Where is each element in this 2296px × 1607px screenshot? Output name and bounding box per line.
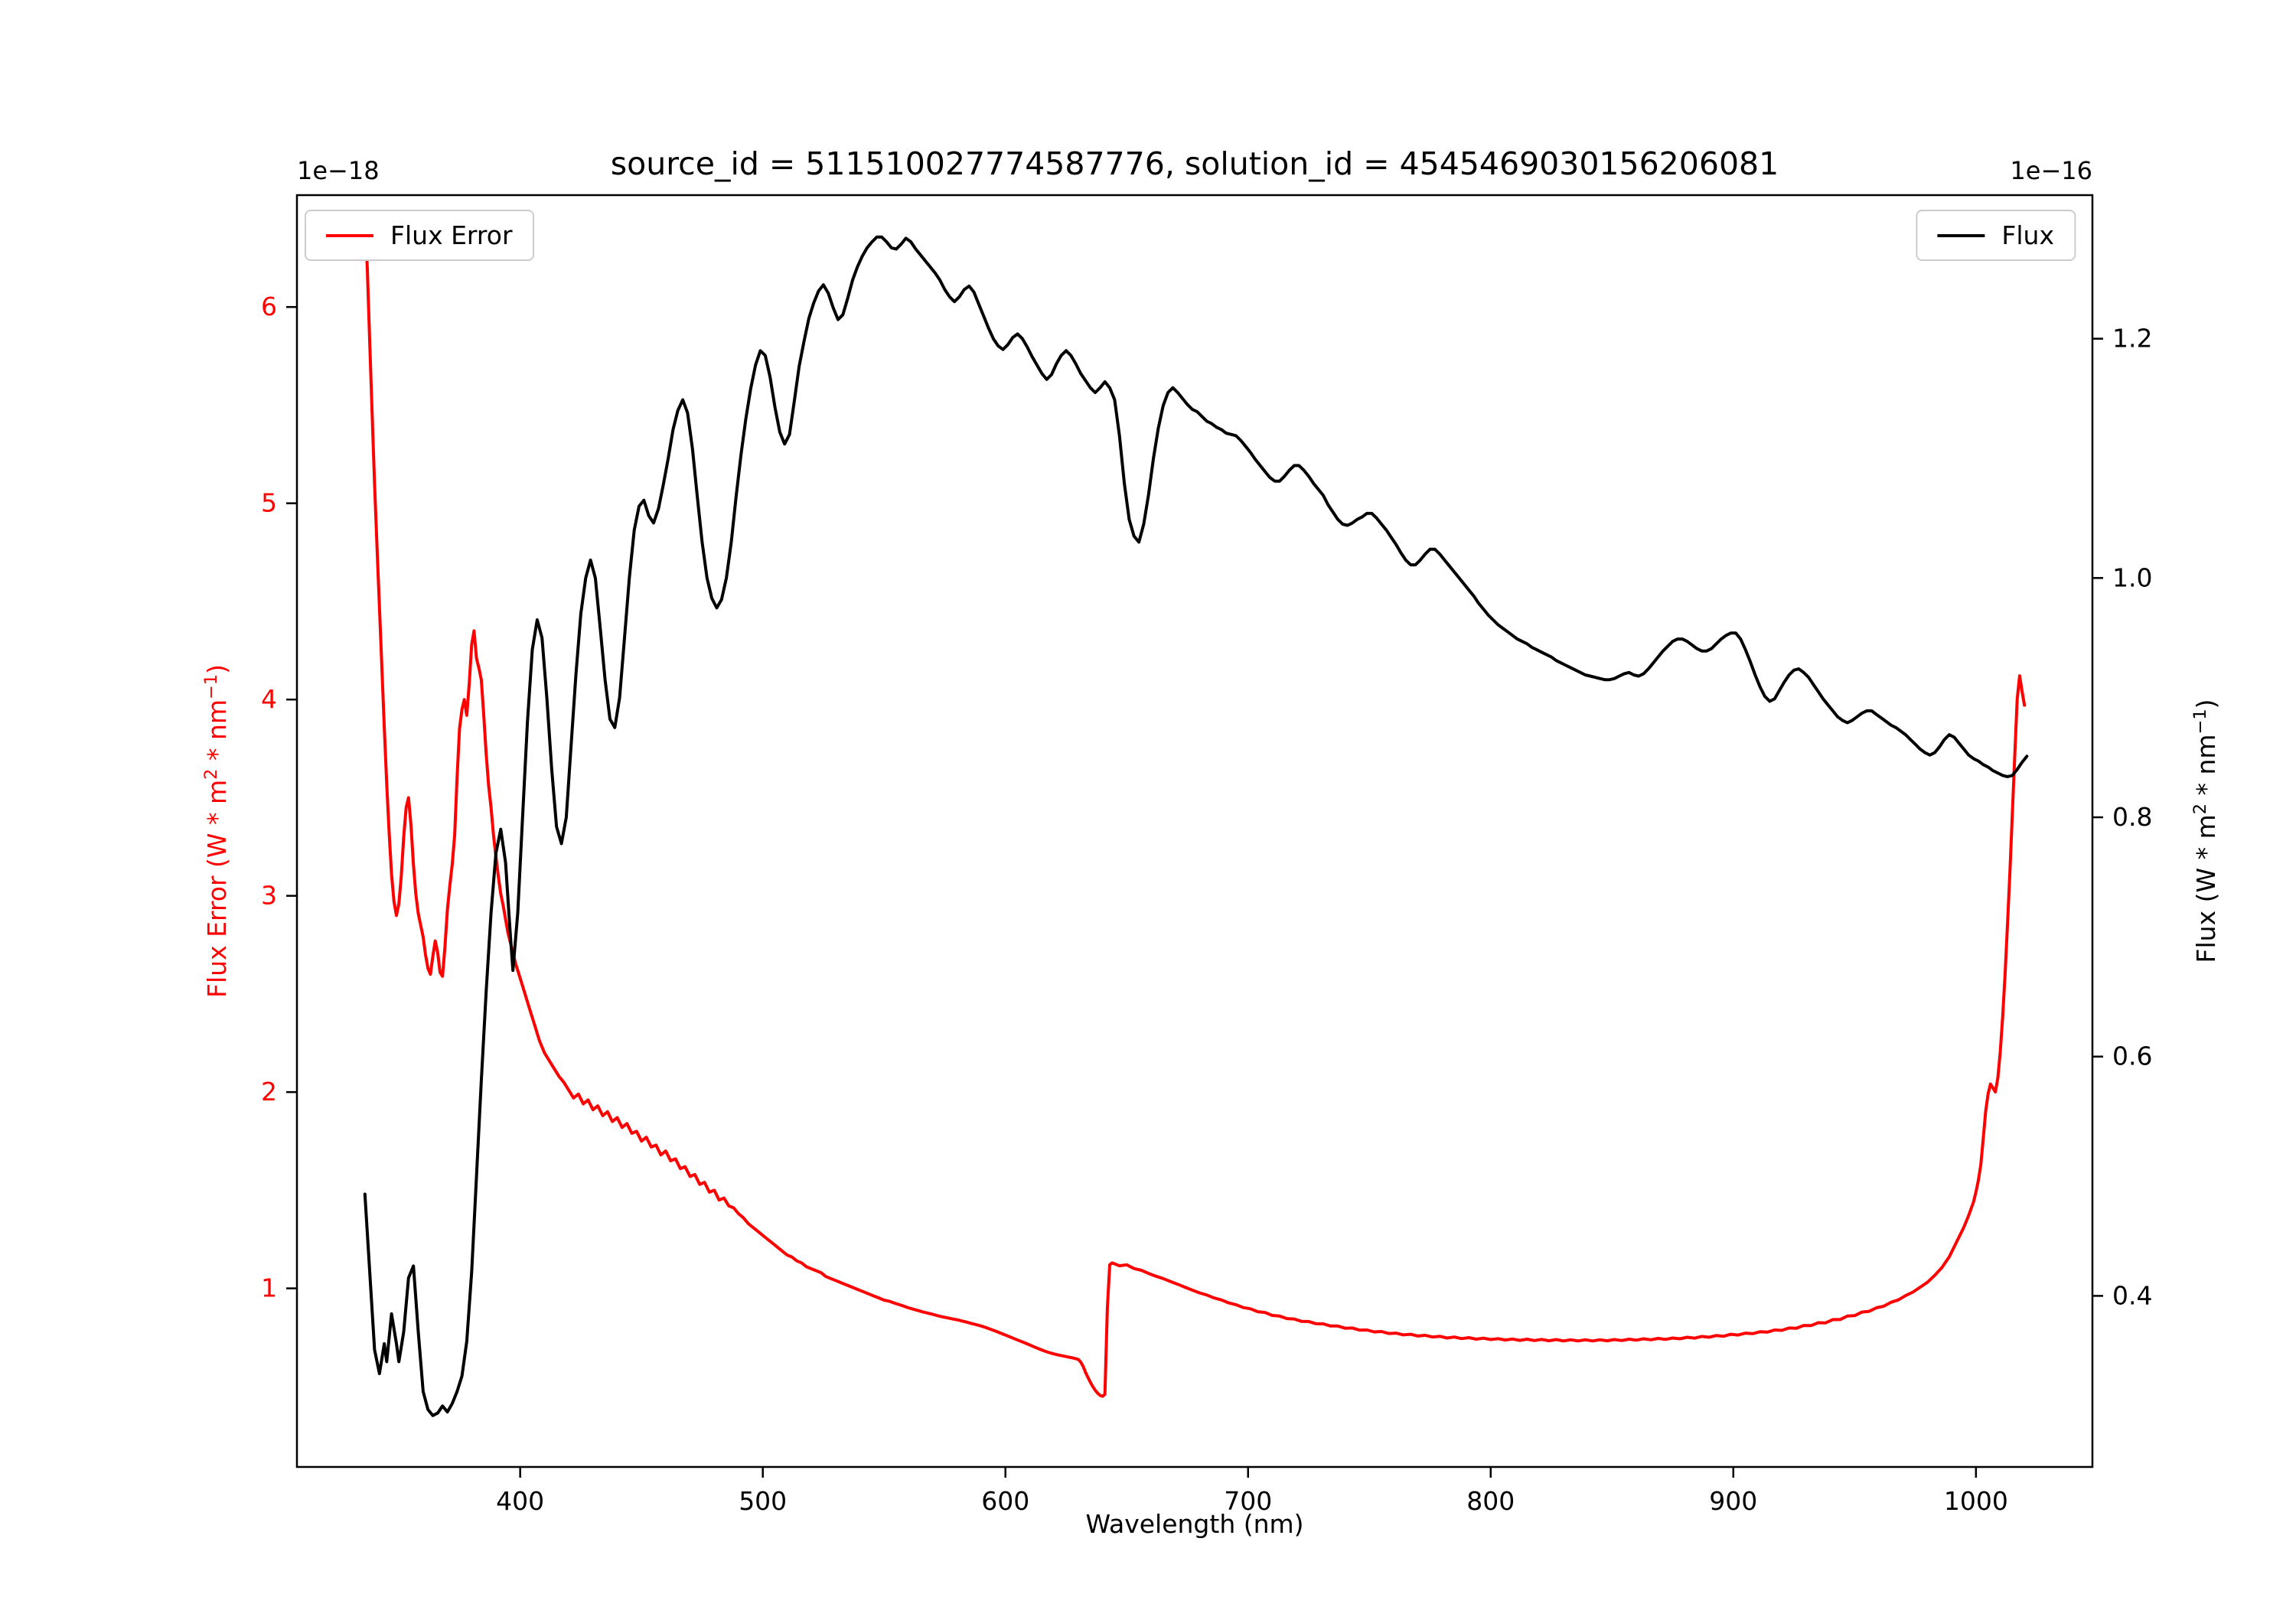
- left-axis-offset-text: 1e−18: [297, 156, 380, 185]
- plot-border: [295, 194, 2094, 1468]
- right-axis-offset-text: 1e−16: [2010, 156, 2092, 185]
- x-tick-label: 400: [496, 1486, 544, 1516]
- x-tick-label: 900: [1709, 1486, 1757, 1516]
- left-y-tick-label: 3: [261, 881, 277, 911]
- right-y-tick-label: 0.6: [2112, 1041, 2152, 1071]
- right-y-tick-label: 1.2: [2112, 324, 2152, 354]
- legend-flux: Flux: [1916, 210, 2076, 261]
- right-y-axis-label: Flux (W * m2 * nm−1): [2190, 699, 2221, 963]
- right-y-tick-label: 0.4: [2112, 1280, 2152, 1310]
- x-tick-label: 500: [739, 1486, 787, 1516]
- x-axis-label: Wavelength (nm): [1085, 1509, 1304, 1539]
- x-tick-label: 700: [1224, 1486, 1272, 1516]
- left-y-axis-label: Flux Error (W * m2 * nm−1): [201, 664, 232, 998]
- chart-title: source_id = 511510027774587776, solution…: [610, 145, 1779, 182]
- right-y-tick-label: 0.8: [2112, 802, 2152, 832]
- left-y-tick-label: 6: [261, 292, 277, 321]
- x-tick-label: 1000: [1944, 1486, 2008, 1516]
- legend-flux-error: Flux Error: [305, 210, 534, 261]
- left-y-tick-label: 4: [261, 684, 277, 714]
- left-y-tick-label: 2: [261, 1077, 277, 1107]
- x-tick-label: 600: [981, 1486, 1029, 1516]
- flux-line: [363, 235, 2029, 1417]
- x-tick-label: 800: [1466, 1486, 1515, 1516]
- left-y-tick-label: 1: [261, 1273, 277, 1303]
- flux-line-sample-icon: [1937, 233, 1985, 237]
- flux-error-line-sample-icon: [326, 233, 373, 237]
- flux-error-line: [363, 217, 2027, 1398]
- right-y-tick-label: 1.0: [2112, 562, 2152, 592]
- legend-flux-error-label: Flux Error: [390, 220, 513, 250]
- left-y-tick-label: 5: [261, 488, 277, 518]
- legend-flux-label: Flux: [2001, 220, 2054, 250]
